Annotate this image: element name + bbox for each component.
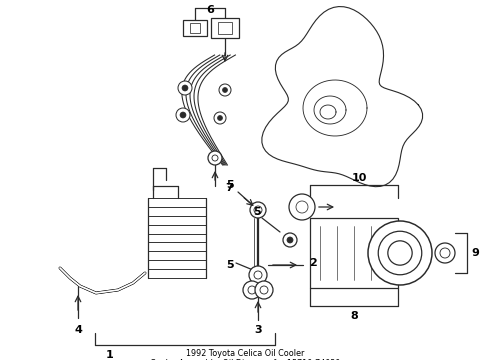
Circle shape <box>178 81 192 95</box>
Circle shape <box>243 281 261 299</box>
Circle shape <box>218 116 222 121</box>
Circle shape <box>378 231 422 275</box>
Bar <box>183 20 207 36</box>
Bar <box>190 23 200 33</box>
Circle shape <box>255 281 273 299</box>
Circle shape <box>287 237 293 243</box>
Circle shape <box>283 233 297 247</box>
Circle shape <box>248 286 256 294</box>
Circle shape <box>296 201 308 213</box>
Text: 5: 5 <box>253 207 261 217</box>
Circle shape <box>180 112 186 118</box>
Circle shape <box>260 286 268 294</box>
Circle shape <box>208 151 222 165</box>
Text: 5: 5 <box>226 180 234 190</box>
Circle shape <box>388 241 412 265</box>
Bar <box>211 18 239 38</box>
Text: 3: 3 <box>254 325 262 335</box>
Text: 8: 8 <box>350 311 358 321</box>
Circle shape <box>289 194 315 220</box>
Text: 2: 2 <box>309 258 317 268</box>
Circle shape <box>254 271 262 279</box>
Text: 9: 9 <box>471 248 479 258</box>
Bar <box>218 22 232 34</box>
Circle shape <box>368 221 432 285</box>
Circle shape <box>222 87 227 93</box>
Text: 1992 Toyota Celica Oil Cooler: 1992 Toyota Celica Oil Cooler <box>186 349 304 358</box>
Bar <box>310 218 398 288</box>
Circle shape <box>254 206 262 214</box>
Text: Cooler Assembly, Oil Diagram for 15710-74030: Cooler Assembly, Oil Diagram for 15710-7… <box>150 359 340 360</box>
Circle shape <box>214 112 226 124</box>
Text: 6: 6 <box>206 5 214 15</box>
Text: 5: 5 <box>226 260 234 270</box>
Text: 7: 7 <box>225 183 233 193</box>
Circle shape <box>182 85 188 91</box>
Circle shape <box>249 266 267 284</box>
Circle shape <box>212 155 218 161</box>
Text: 10: 10 <box>351 173 367 183</box>
Circle shape <box>435 243 455 263</box>
Circle shape <box>176 108 190 122</box>
Circle shape <box>219 84 231 96</box>
Text: 1: 1 <box>106 350 114 360</box>
Circle shape <box>250 202 266 218</box>
Text: 4: 4 <box>74 325 82 335</box>
Circle shape <box>440 248 450 258</box>
